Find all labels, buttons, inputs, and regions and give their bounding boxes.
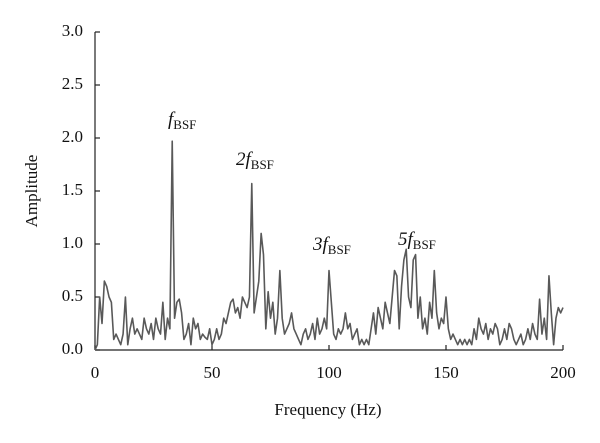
annotation: 2fBSF	[236, 149, 274, 172]
y-tick-label: 0.0	[62, 339, 83, 358]
x-axis-label: Frequency (Hz)	[274, 400, 381, 419]
annotation: 5fBSF	[398, 229, 436, 252]
annotation-sub: BSF	[251, 157, 274, 172]
y-tick-label: 2.5	[62, 74, 83, 93]
x-tick-label: 0	[91, 363, 100, 382]
annotation-main: f	[168, 109, 176, 130]
y-tick-label: 3.0	[62, 21, 83, 40]
annotation-main: 5f	[398, 229, 416, 250]
annotation-sub: BSF	[413, 237, 436, 252]
x-tick-label: 200	[550, 363, 576, 382]
annotation-main: 3f	[312, 234, 331, 255]
y-tick-label: 1.0	[62, 233, 83, 252]
x-tick-label: 150	[433, 363, 459, 382]
data-line	[94, 140, 564, 351]
y-tick-label: 2.0	[62, 127, 83, 146]
annotation-main: 2f	[236, 149, 254, 170]
annotation: fBSF	[168, 109, 196, 132]
y-tick-label: 0.5	[62, 286, 83, 305]
annotation-sub: BSF	[328, 242, 351, 257]
y-tick-label: 1.5	[62, 180, 83, 199]
x-tick-label: 100	[316, 363, 342, 382]
annotation-sub: BSF	[173, 117, 196, 132]
x-tick-label: 50	[204, 363, 221, 382]
annotation: 3fBSF	[312, 234, 351, 257]
y-axis-label: Amplitude	[22, 155, 41, 228]
